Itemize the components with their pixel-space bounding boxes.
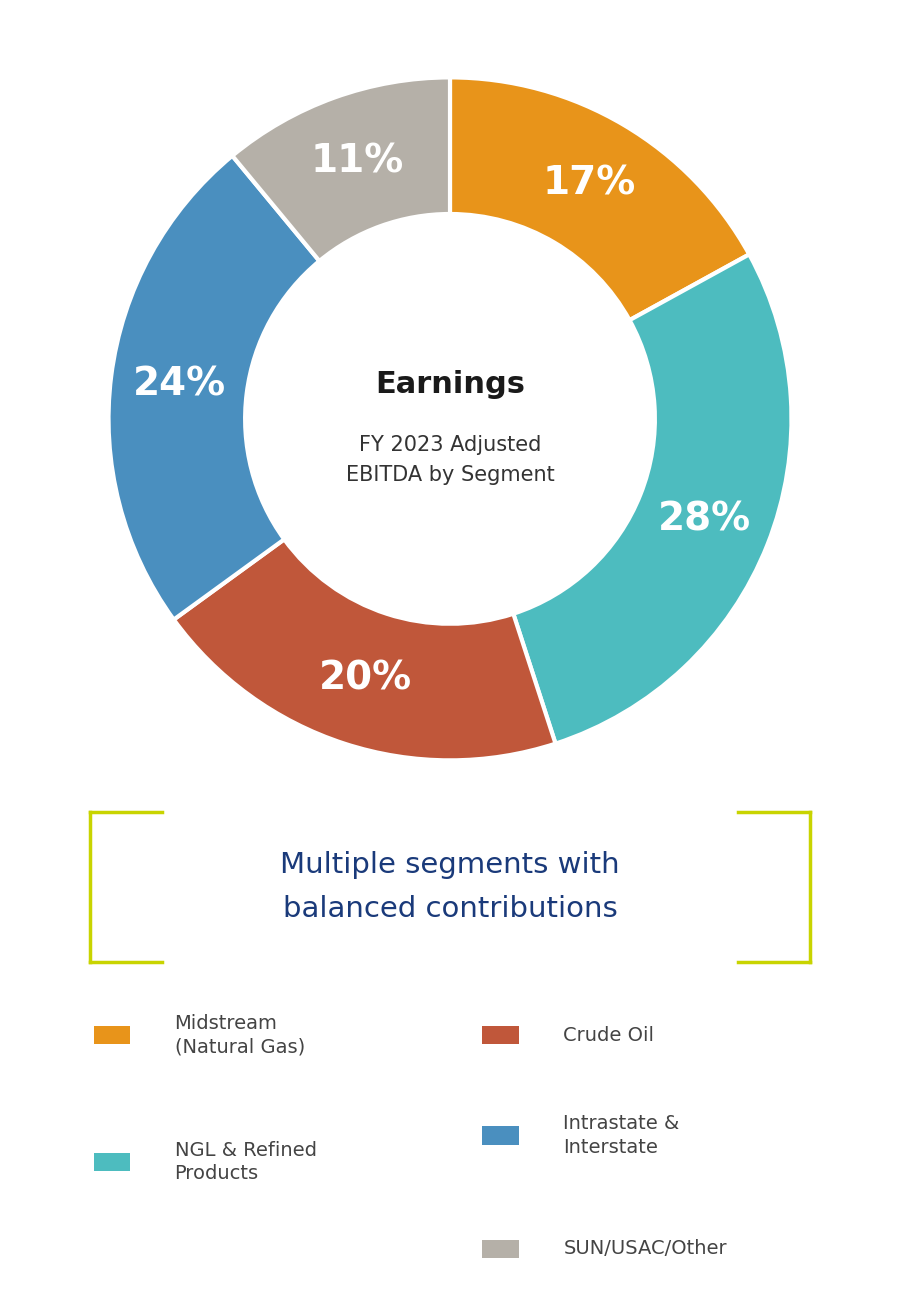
- Text: Crude Oil: Crude Oil: [563, 1026, 654, 1045]
- Wedge shape: [450, 77, 749, 321]
- FancyBboxPatch shape: [482, 1240, 519, 1258]
- Wedge shape: [232, 77, 450, 260]
- Text: 28%: 28%: [657, 500, 751, 538]
- Text: SUN/USAC/Other: SUN/USAC/Other: [563, 1240, 727, 1258]
- Wedge shape: [513, 254, 791, 744]
- Text: Multiple segments with
balanced contributions: Multiple segments with balanced contribu…: [280, 851, 620, 923]
- Text: Intrastate &
Interstate: Intrastate & Interstate: [563, 1114, 680, 1157]
- Text: Earnings: Earnings: [375, 370, 525, 399]
- FancyBboxPatch shape: [94, 1026, 130, 1045]
- Text: 17%: 17%: [543, 165, 635, 203]
- FancyBboxPatch shape: [94, 1153, 130, 1172]
- Wedge shape: [109, 156, 320, 619]
- Text: 24%: 24%: [132, 365, 226, 403]
- Text: Midstream
(Natural Gas): Midstream (Natural Gas): [175, 1014, 305, 1056]
- Text: 11%: 11%: [310, 143, 404, 181]
- Text: FY 2023 Adjusted
EBITDA by Segment: FY 2023 Adjusted EBITDA by Segment: [346, 435, 554, 484]
- Text: 20%: 20%: [319, 660, 412, 698]
- Text: NGL & Refined
Products: NGL & Refined Products: [175, 1141, 317, 1183]
- FancyBboxPatch shape: [482, 1126, 519, 1144]
- Wedge shape: [174, 539, 555, 761]
- FancyBboxPatch shape: [482, 1026, 519, 1045]
